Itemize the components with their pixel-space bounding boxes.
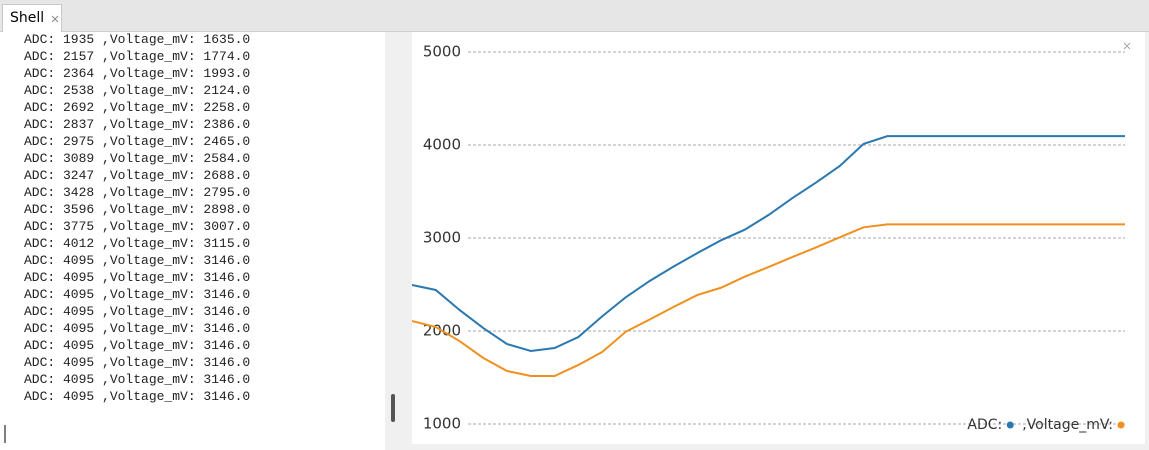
shell-line: ADC: 3775 ,Voltage_mV: 3007.0 [24,219,251,234]
tab-title: Shell [10,10,45,26]
shell-line: ADC: 4095 ,Voltage_mV: 3146.0 [24,253,251,268]
y-tick-label: 3000 [423,229,461,247]
shell-line: ADC: 4095 ,Voltage_mV: 3146.0 [24,321,251,336]
series-group [412,135,1125,378]
shell-line: ADC: 1935 ,Voltage_mV: 1635.0 [24,32,251,47]
shell-line: ADC: 2364 ,Voltage_mV: 1993.0 [24,66,251,81]
shell-line: ADC: 4095 ,Voltage_mV: 3146.0 [24,287,251,302]
shell-line: ADC: 2692 ,Voltage_mV: 2258.0 [24,100,251,115]
shell-tab[interactable]: Shell [2,4,62,32]
legend-marker [1006,421,1014,429]
shell-panel[interactable]: ADC: 1935 ,Voltage_mV: 1635.0 ADC: 2157 ,… [0,32,385,450]
shell-line: ADC: 3089 ,Voltage_mV: 2584.0 [24,151,251,166]
series-line [412,223,1125,378]
series-line [412,135,1125,353]
shell-line: ADC: 4095 ,Voltage_mV: 3146.0 [24,304,251,319]
shell-line: ADC: 2975 ,Voltage_mV: 2465.0 [24,134,251,149]
tab-bar: Shell [0,0,1149,32]
legend-marker [1117,421,1125,429]
shell-line: ADC: 2157 ,Voltage_mV: 1774.0 [24,49,251,64]
y-tick-label: 1000 [423,415,461,433]
shell-line: ADC: 4095 ,Voltage_mV: 3146.0 [24,338,251,353]
shell-line: ADC: 2837 ,Voltage_mV: 2386.0 [24,117,251,132]
shell-line: ADC: 4012 ,Voltage_mV: 3115.0 [24,236,251,251]
legend-label: ,Voltage_mV: [1022,417,1113,433]
close-plot[interactable] [1123,42,1131,50]
scrollbar[interactable] [391,394,395,422]
legend-label: ADC: [967,417,1002,433]
y-tick-label: 4000 [423,135,461,153]
shell-line: ADC: 4095 ,Voltage_mV: 3146.0 [24,372,251,387]
shell-line: ADC: 4095 ,Voltage_mV: 3146.0 [24,389,251,404]
shell-line: ADC: 3428 ,Voltage_mV: 2795.0 [24,185,251,200]
y-tick-label: 5000 [423,42,461,60]
shell-line: ADC: 2538 ,Voltage_mV: 2124.0 [24,83,251,98]
tab-close[interactable] [3,5,63,33]
shell-line: ADC: 3247 ,Voltage_mV: 2688.0 [24,168,251,183]
shell-line: ADC: 4095 ,Voltage_mV: 3146.0 [24,355,251,370]
shell-line: ADC: 3596 ,Voltage_mV: 2898.0 [24,202,251,217]
shell-line: ADC: 4095 ,Voltage_mV: 3146.0 [24,270,251,285]
